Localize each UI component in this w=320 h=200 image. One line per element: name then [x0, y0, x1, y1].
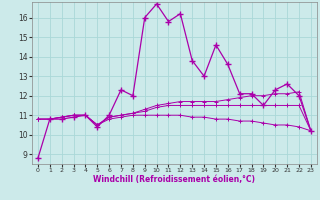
X-axis label: Windchill (Refroidissement éolien,°C): Windchill (Refroidissement éolien,°C): [93, 175, 255, 184]
